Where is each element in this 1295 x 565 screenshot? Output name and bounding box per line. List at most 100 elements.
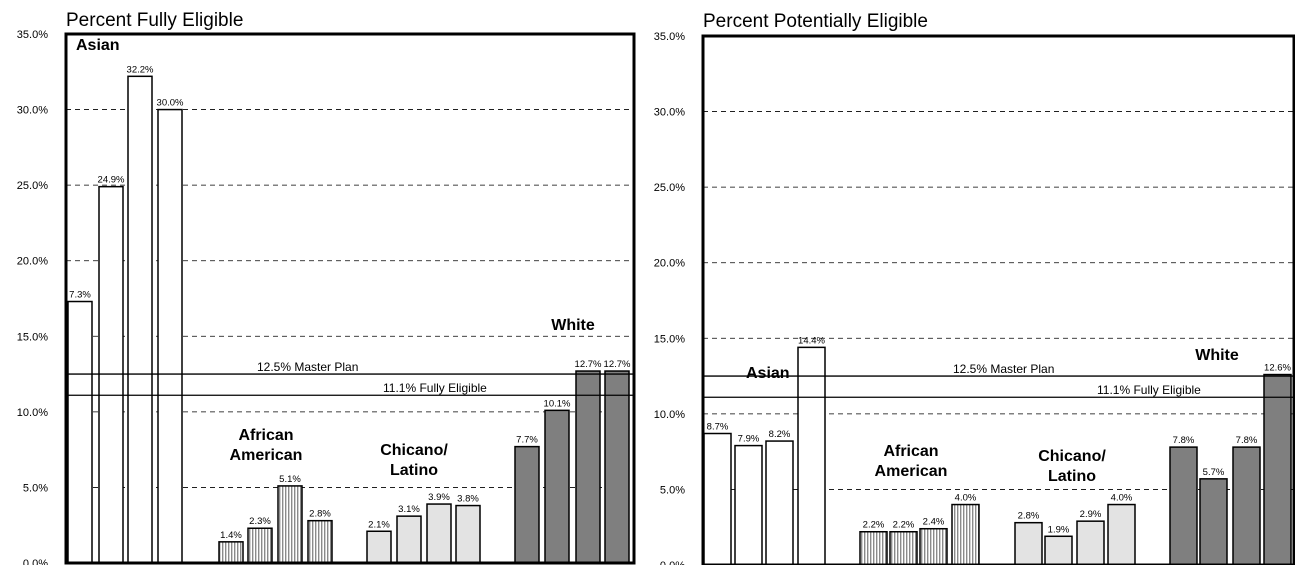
- bar-white-4: [1263, 373, 1292, 565]
- data-label: 3.8%: [457, 494, 479, 505]
- bar-chicano-latino-1: [366, 530, 392, 564]
- bar-african-american-3: [919, 527, 948, 565]
- y-tick-label: 5.0%: [660, 484, 685, 496]
- y-tick-label: 10.0%: [17, 407, 48, 419]
- data-label: 12.6%: [1264, 363, 1291, 374]
- bar-asian-4: [157, 108, 183, 564]
- bar-asian-2: [98, 185, 124, 564]
- bar-african-american-4: [951, 503, 980, 565]
- data-label: 12.7%: [575, 359, 602, 370]
- bar-asian-2: [734, 444, 763, 565]
- data-label: 14.4%: [798, 335, 825, 346]
- data-label: 1.4%: [220, 530, 242, 541]
- bar-african-american-1: [218, 541, 244, 564]
- data-label: 8.7%: [707, 422, 729, 433]
- bar-african-american-4: [307, 519, 333, 564]
- bar-asian-3: [127, 75, 153, 564]
- data-label: 2.8%: [309, 509, 331, 520]
- data-label: 7.9%: [738, 434, 760, 445]
- chart-panel-1: Percent Fully Eligible 0.0% 5.0% 10.0% 15.0%…: [17, 10, 636, 565]
- data-label: 2.1%: [368, 519, 390, 530]
- y-tick-label: 20.0%: [654, 258, 685, 270]
- bar-african-american-2: [889, 530, 918, 565]
- data-label: 2.4%: [923, 517, 945, 528]
- bar-asian-3: [765, 440, 794, 565]
- data-label: 4.0%: [955, 493, 977, 504]
- bar-white-3: [575, 370, 601, 564]
- group-label-line: African: [238, 427, 293, 444]
- group-label-line: Latino: [390, 462, 438, 479]
- data-label: 2.8%: [1018, 511, 1040, 522]
- data-label: 2.9%: [1080, 509, 1102, 520]
- bar-white-2: [544, 409, 570, 564]
- data-label: 8.2%: [769, 429, 791, 440]
- reference-line-label: 11.1% Fully Eligible: [383, 381, 487, 395]
- group-label-chicano-latino: Chicano/Latino: [1038, 448, 1106, 485]
- bar-chicano-latino-1: [1014, 521, 1043, 565]
- group-label-white: White: [551, 317, 595, 334]
- data-label: 2.2%: [893, 520, 915, 531]
- y-tick-label: 15.0%: [654, 333, 685, 345]
- group-label-chicano-latino: Chicano/Latino: [380, 442, 448, 479]
- data-label: 3.1%: [398, 504, 420, 515]
- chart-panel-2: Percent Potentially Eligible 0.0% 5.0% 10.0…: [654, 11, 1295, 565]
- reference-line-label: 12.5% Master Plan: [953, 362, 1054, 376]
- data-label: 2.3%: [249, 516, 271, 527]
- group-label-asian: Asian: [76, 37, 120, 54]
- bar-chicano-latino-2: [1044, 535, 1073, 565]
- y-tick-label: 5.0%: [23, 482, 48, 494]
- y-tick-label: 30.0%: [17, 105, 48, 117]
- data-label: 5.1%: [279, 474, 301, 485]
- group-label-asian: Asian: [746, 365, 790, 382]
- bar-asian-1: [67, 300, 93, 564]
- bar-chicano-latino-2: [396, 515, 422, 564]
- data-label: 4.0%: [1111, 493, 1133, 504]
- data-label: 32.2%: [127, 64, 154, 75]
- bar-white-1: [514, 445, 540, 564]
- bar-chicano-latino-3: [1076, 520, 1105, 565]
- group-label-line: American: [875, 463, 948, 480]
- bar-chicano-latino-4: [455, 504, 481, 564]
- group-label-african-american: African American: [875, 443, 948, 480]
- reference-line-label: 11.1% Fully Eligible: [1097, 383, 1201, 397]
- y-tick-label: 25.0%: [17, 180, 48, 192]
- chart-title: Percent Fully Eligible: [66, 10, 243, 31]
- chart-title: Percent Potentially Eligible: [703, 11, 928, 32]
- data-label: 1.9%: [1048, 524, 1070, 535]
- bar-white-4: [604, 370, 630, 564]
- bar-white-2: [1199, 478, 1228, 565]
- y-tick-label: 35.0%: [17, 29, 48, 41]
- y-tick-label: 0.0%: [23, 558, 48, 565]
- y-tick-label: 25.0%: [654, 182, 685, 194]
- bar-white-1: [1169, 446, 1198, 565]
- data-label: 24.9%: [98, 175, 125, 186]
- group-label-line: Chicano/: [380, 442, 448, 459]
- data-label: 7.8%: [1173, 435, 1195, 446]
- bar-chicano-latino-3: [426, 503, 452, 564]
- data-label: 5.7%: [1203, 467, 1225, 478]
- y-tick-label: 30.0%: [654, 107, 685, 119]
- bar-white-3: [1232, 446, 1261, 565]
- group-label-line: American: [230, 447, 303, 464]
- bar-asian-1: [703, 432, 732, 565]
- y-tick-label: 15.0%: [17, 331, 48, 343]
- y-tick-label: 35.0%: [654, 31, 685, 43]
- bar-chicano-latino-4: [1107, 503, 1136, 565]
- data-label: 7.3%: [69, 290, 91, 301]
- data-label: 2.2%: [863, 520, 885, 531]
- data-label: 7.7%: [516, 435, 538, 446]
- data-label: 30.0%: [157, 98, 184, 109]
- plot-frame: [701, 34, 1295, 565]
- data-label: 12.7%: [604, 359, 631, 370]
- bar-african-american-3: [277, 485, 303, 564]
- group-label-white: White: [1195, 347, 1239, 364]
- y-tick-label: 20.0%: [17, 256, 48, 268]
- reference-line-label: 12.5% Master Plan: [257, 360, 358, 374]
- bar-african-american-2: [247, 527, 273, 564]
- bar-african-american-1: [859, 530, 888, 565]
- plot-frame: [64, 32, 636, 565]
- y-tick-label: 10.0%: [654, 409, 685, 421]
- y-tick-label: 0.0%: [660, 560, 685, 565]
- group-label-line: Chicano/: [1038, 448, 1106, 465]
